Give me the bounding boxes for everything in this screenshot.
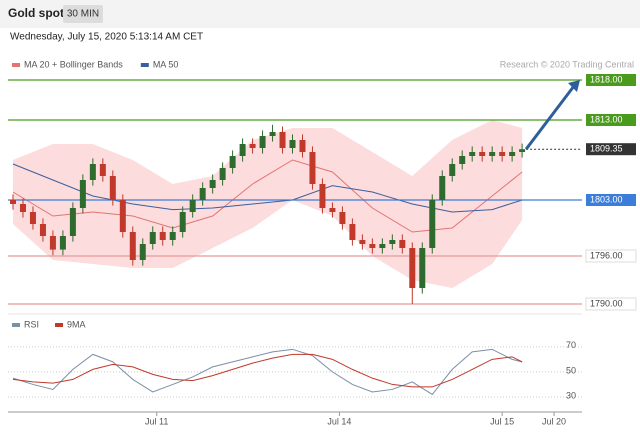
legend-label: MA 20 + Bollinger Bands [24,59,123,69]
title: Gold spot [8,6,64,20]
candle-body [209,180,216,188]
candle-body [9,200,16,204]
candle-body [499,152,506,156]
x-tick-label: Jul 20 [542,416,566,426]
level-label-box [586,194,636,206]
bollinger-band [12,120,523,288]
level-label-box [585,297,637,311]
candle-body [219,168,226,180]
candle-body [439,176,446,200]
header-bg [0,0,640,28]
candle-body [429,200,436,248]
level-label-box [586,74,636,86]
candle-body [239,144,246,156]
candle-body [319,184,326,208]
legend-label: 9MA [67,319,86,329]
candle-body [339,212,346,224]
x-tick-label: Jul 14 [327,416,351,426]
candle-body [379,244,386,248]
level-label: 1796.00 [590,250,623,260]
x-tick-label: Jul 15 [490,416,514,426]
candle-body [489,152,496,156]
level-label: 1818.00 [590,74,623,84]
candle-body [329,208,336,212]
candle-body [149,232,156,244]
candle-body [169,232,176,240]
candle-body [139,244,146,260]
candle-body [509,152,516,156]
level-label: 1813.00 [590,114,623,124]
level-label: 1803.00 [590,194,623,204]
candle-body [189,200,196,212]
candle-body [49,236,56,250]
candle-body [69,208,76,236]
ma-line [12,159,523,233]
legend-swatch [55,323,64,327]
legend-label: RSI [24,319,39,329]
credit: Research © 2020 Trading Central [500,59,634,69]
rsi-line [12,353,523,388]
candle-body [449,164,456,176]
candle-body [29,212,36,224]
candle-body [519,149,526,152]
candle-body [279,132,286,148]
candle-body [369,244,376,248]
candle-body [259,136,266,148]
candle-body [59,236,66,250]
level-label-box [586,114,636,126]
candle-body [109,176,116,200]
y-tick-label: 50 [566,365,576,375]
legend-swatch [12,323,20,327]
candle-body [359,240,366,244]
target-arrow [524,85,576,151]
candle-body [469,152,476,156]
ma-line [12,163,523,213]
candle-body [249,144,256,148]
candle-body [229,156,236,168]
candle-body [479,152,486,156]
candle-body [19,204,26,212]
candle-body [39,224,46,236]
legend-swatch [12,63,20,67]
candle-body [389,240,396,244]
candle-body [349,224,356,240]
timeframe-box [63,5,103,23]
legend-label: MA 50 [153,59,179,69]
candle-body [289,140,296,148]
candle-body [79,180,86,208]
legend-swatch [140,63,149,67]
candle-body [159,232,166,240]
candle-body [299,140,306,152]
target-arrowhead [568,80,580,92]
candle-body [89,164,96,180]
candle-body [409,248,416,288]
candle-body [99,164,106,176]
rsi-line [12,348,523,396]
candle-body [119,200,126,232]
level-label: 1809.35 [590,144,623,154]
candle-body [129,232,136,260]
candle-body [179,212,186,232]
level-label: 1790.00 [590,298,623,308]
y-tick-label: 30 [566,390,576,400]
x-tick-label: Jul 11 [145,416,168,426]
candle-body [419,248,426,288]
date: Wednesday, July 15, 2020 5:13:14 AM CET [10,32,203,43]
timeframe: 30 MIN [67,9,99,20]
level-label-box [586,143,636,156]
y-tick-label: 70 [566,340,576,350]
candle-body [269,132,276,136]
candle-body [459,156,466,164]
level-label-box [585,249,637,263]
candle-body [309,152,316,184]
candle-body [399,240,406,248]
candle-body [199,188,206,200]
